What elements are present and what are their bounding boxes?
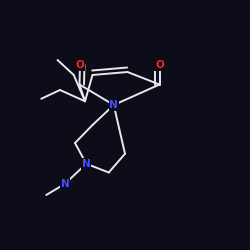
Text: N: N: [110, 100, 118, 110]
Text: O: O: [76, 60, 84, 70]
Text: O: O: [155, 60, 164, 70]
Text: N: N: [82, 159, 90, 169]
Text: N: N: [60, 179, 70, 189]
